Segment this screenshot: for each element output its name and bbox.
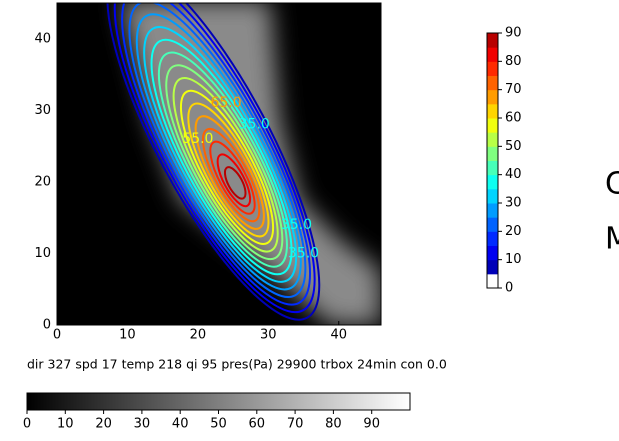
gray-colorbar-tick-label: 30 [134,417,151,432]
x-tick-label: 30 [260,328,277,343]
plot-frame [56,2,382,326]
contour-line [143,26,298,283]
caption: dir 327 spd 17 temp 218 qi 95 pres(Pa) 2… [27,357,447,372]
colorbar-segment [487,259,498,275]
x-tick-label: 10 [119,328,136,343]
colorbar-frame [486,32,499,289]
contour-line [209,140,256,215]
colorbar-segment [487,103,498,119]
colorbar-tick-label: 90 [505,26,522,41]
gray-colorbar-tick-label: 50 [210,417,227,432]
colorbar-tick-label: 70 [505,82,522,97]
colorbar-segment [487,75,498,91]
gray-colorbar-tick-label: 60 [249,417,266,432]
gray-colorbar-tick-label: 40 [172,417,189,432]
colorbar-tick-label: 30 [505,196,522,211]
contour-line [150,38,293,276]
gray-colorbar-tick-label: 0 [23,417,31,432]
contour-label: 65.0 [210,95,241,111]
contour-line [187,102,270,238]
colorbar-segment [487,118,498,133]
gray-colorbar-tick-label: 80 [325,417,342,432]
x-tick-label: 0 [53,328,61,343]
colorbar-segment [487,217,498,232]
contour-line [121,3,312,306]
contour-line [106,3,321,321]
colorbar-tick-label: 50 [505,139,522,154]
contour-line [157,51,288,268]
contour-line [194,115,265,230]
plot-area: 65.0 55.0 35.0 35.0 35.0 [106,3,381,325]
contour-line [216,153,252,208]
colorbar-tick-label: 60 [505,111,522,126]
colorbar-segment [487,188,498,204]
y-tick-label: 0 [43,318,51,333]
contour-label: 35.0 [281,217,312,233]
y-tick-label: 30 [34,103,51,118]
contour-label: 35.0 [288,245,319,261]
contour-label: 35.0 [239,117,270,133]
y-tick-label: 20 [34,174,51,189]
contour-line [113,3,316,314]
colorbar-segment [487,33,498,48]
colorbar-segment [487,160,498,176]
side-text: C [605,167,619,202]
gray-colorbar-tick-label: 90 [363,417,380,432]
contour-line [165,64,284,261]
contour-line [179,89,275,246]
colorbar-segment [487,203,498,218]
colorbar-segment [487,273,498,289]
colorbar-segment [487,146,498,161]
colorbar-tick-label: 0 [505,281,513,296]
side-text: M [605,222,619,257]
colorbar-segment [487,245,498,261]
colorbar-segment [487,132,498,147]
colorbar-tick-label: 40 [505,167,522,182]
colorbar-segment [487,89,498,105]
gray-colorbar-tick-label: 70 [287,417,304,432]
colorbar-segment [487,231,498,246]
colorbar-tick-label: 80 [505,54,522,69]
gray-colorbar-tick-label: 20 [95,417,112,432]
gray-colorbar [26,392,411,411]
contour-line [172,77,279,253]
contour-line [223,166,247,200]
contour-line [202,127,261,223]
colorbar-segment [487,47,498,62]
gray-colorbar-tick-label: 10 [57,417,74,432]
colorbar-segment [487,61,498,76]
x-tick-label: 20 [190,328,207,343]
y-tick-label: 40 [34,31,51,46]
contour-line [135,13,302,291]
y-tick-label: 10 [34,246,51,261]
x-tick-label: 40 [330,328,347,343]
colorbar-tick-label: 20 [505,224,522,239]
contour-label: 55.0 [182,131,213,147]
colorbar-tick-label: 10 [505,252,522,267]
colorbar-segment [487,174,498,190]
